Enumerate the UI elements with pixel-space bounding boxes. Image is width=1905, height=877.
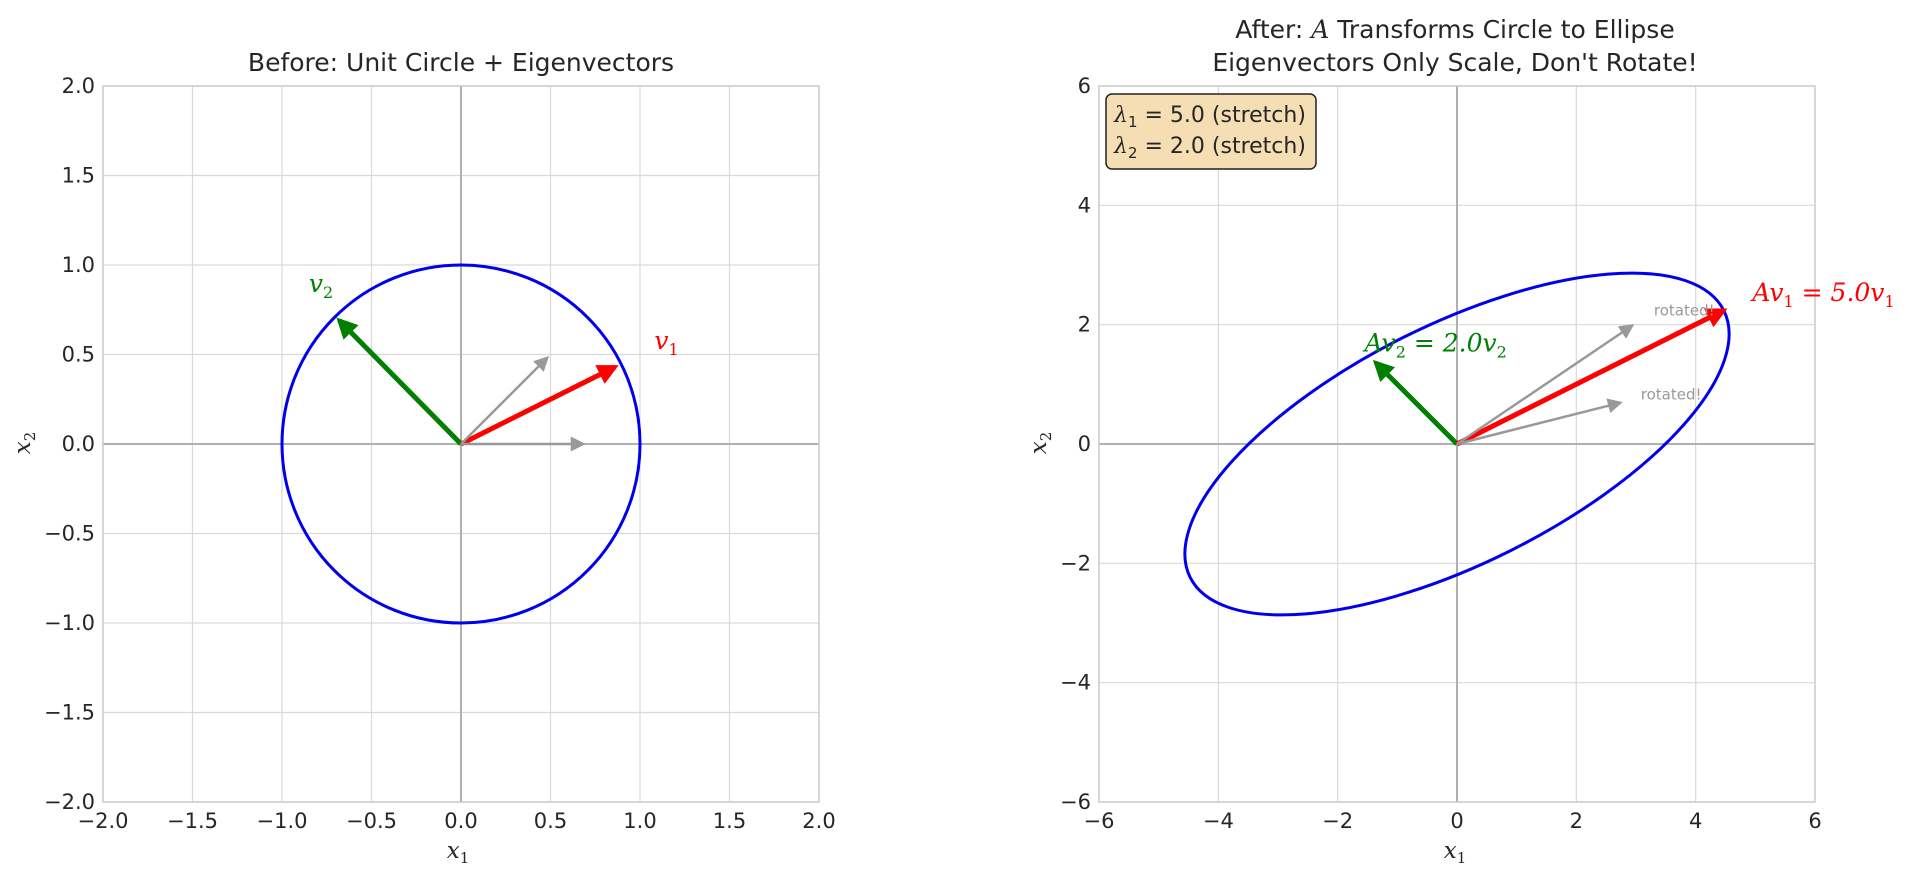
x-tick-label: −0.5 [346,809,397,833]
chart-title: Before: Unit Circle + Eigenvectors [248,48,674,77]
y-tick-label: 1.5 [62,164,95,188]
gray-diagonal-arrow [460,355,550,445]
vector-layer: v2 v1 [309,269,679,452]
info-box-background [1105,93,1317,170]
v1-arrow [459,364,619,447]
Av2-arrow [1372,359,1459,446]
x-tick-label: −4 [1203,809,1234,833]
x-tick-label: −2 [1322,809,1353,833]
plot-frame [1098,85,1816,803]
x-tick-label: 0.5 [534,809,567,833]
y-tick-label: −4 [1060,671,1091,695]
y-tick-label: −2.0 [44,790,95,814]
x-tick-label: 2.0 [802,809,835,833]
eigenvalue-info-box: λ1 = 5.0 (stretch) λ2 = 2.0 (stretch) [1105,93,1317,170]
Av1-label: Av1 = 5.0v1 [1750,278,1894,311]
x-tick-label: 4 [1689,809,1702,833]
curve-layer [280,263,642,625]
x-tick-label: 0.0 [444,809,477,833]
x-tick-label: 6 [1808,809,1821,833]
y-axis-label: x2 [1026,432,1055,455]
info-box-line-1: λ1 = 5.0 (stretch) [1113,103,1306,131]
Av1-arrow [1455,308,1728,447]
x-axis-label: x1 [1444,838,1467,867]
v2-label: v2 [309,269,333,302]
y-tick-label: 1.0 [62,253,95,277]
y-tick-label: 4 [1078,193,1091,217]
tick-labels: −2.0 −1.5 −1.0 −0.5 0.0 0.5 1.0 1.5 2.0 −2.0 −1.5 −… [44,74,836,833]
chart-title-line-2: Eigenvectors Only Scale, Don't Rotate! [1212,48,1697,77]
x-tick-label: 2 [1570,809,1583,833]
y-tick-label: 6 [1078,74,1091,98]
x-tick-label: −2.0 [78,809,129,833]
gray-rotated-2-note: rotated! [1641,385,1702,403]
gray-rotated-2-arrow [1456,398,1623,446]
y-tick-label: −1.0 [44,611,95,635]
x-tick-label: 0 [1450,809,1463,833]
y-tick-label: 0 [1078,432,1091,456]
x-tick-label: 1.0 [623,809,656,833]
info-box-line-2: λ2 = 2.0 (stretch) [1113,134,1306,162]
y-axis-label: x2 [10,432,39,455]
tick-labels: −6 −4 −2 0 2 4 6 −6 −4 −2 0 2 4 6 [1060,74,1822,833]
unit-circle-curve [280,263,642,625]
y-tick-label: 2 [1078,313,1091,337]
panel-after: Av2 = 2.0v2 Av1 = 5.0v1 rotated! rotated! −… [1026,15,1895,867]
vector-layer: Av2 = 2.0v2 Av1 = 5.0v1 rotated! rotated! [1363,278,1895,447]
y-tick-label: −2 [1060,551,1091,575]
gray-rotated-1-arrow [1456,324,1635,446]
v1-label: v1 [654,326,678,359]
chart-title-line-1: After: A Transforms Circle to Ellipse [1235,15,1674,44]
x-axis-label: x1 [447,838,470,867]
y-tick-label: 2.0 [62,74,95,98]
y-tick-label: −0.5 [44,522,95,546]
v2-arrow [336,317,463,446]
y-tick-label: 0.0 [62,432,95,456]
x-tick-label: −6 [1084,809,1115,833]
Av2-label: Av2 = 2.0v2 [1363,329,1507,362]
x-tick-label: −1.0 [257,809,308,833]
y-tick-label: −1.5 [44,701,95,725]
plot-frame [102,85,820,803]
y-tick-label: 0.5 [62,343,95,367]
gray-rotated-1-note: rotated! [1654,302,1715,320]
y-tick-label: −6 [1060,790,1091,814]
x-tick-label: −1.5 [167,809,218,833]
x-tick-label: 1.5 [713,809,746,833]
